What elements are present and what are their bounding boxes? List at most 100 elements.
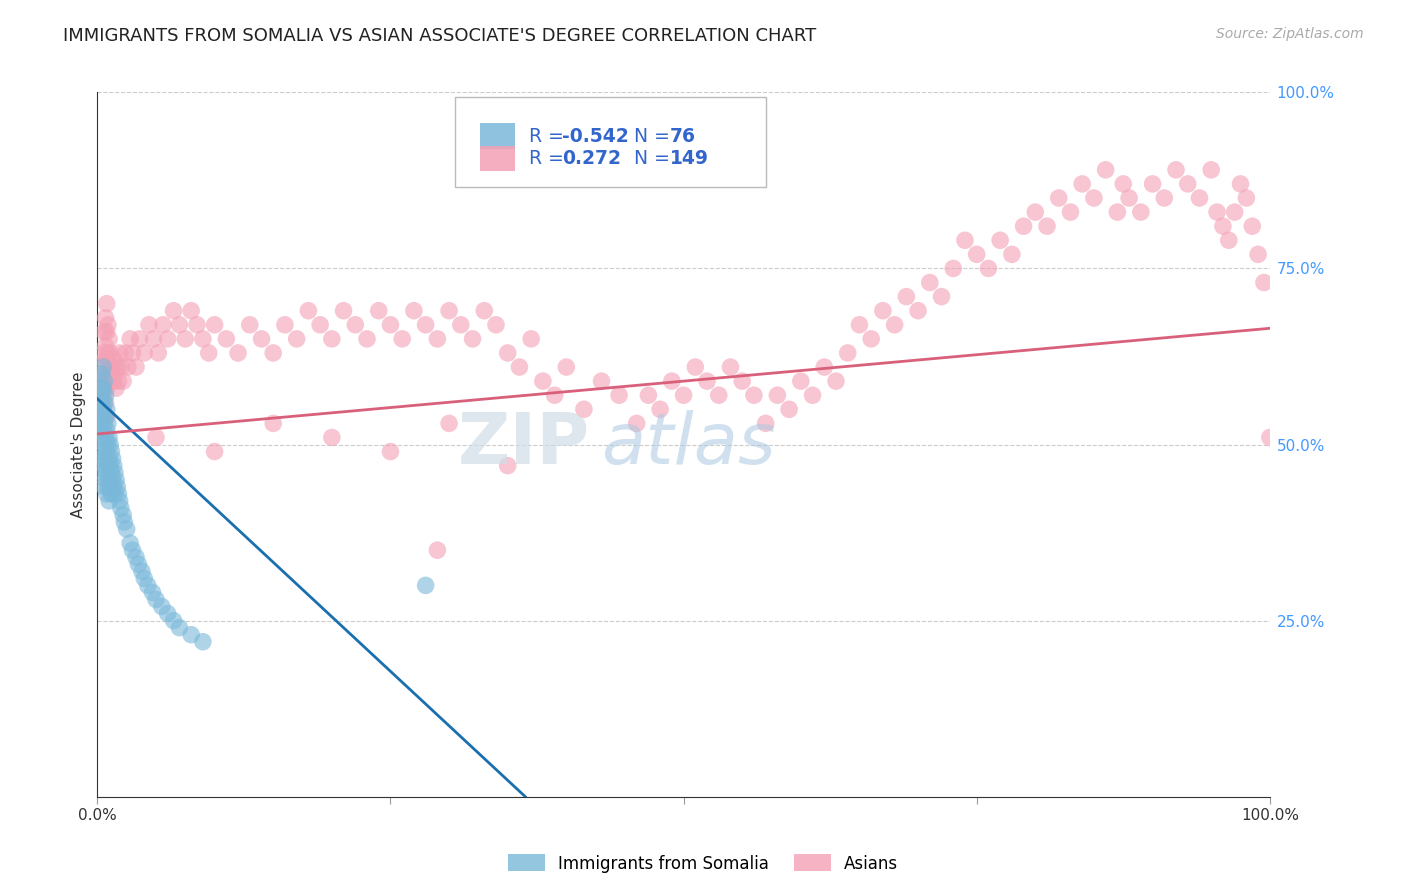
Point [543, 388, 565, 402]
Point [94, 310, 117, 325]
Point [988, 233, 1011, 247]
Point [825, 374, 848, 388]
Point [1118, 191, 1140, 205]
Point [1164, 162, 1187, 177]
Point [790, 374, 813, 388]
Point [101, 473, 124, 487]
Point [685, 359, 707, 374]
Point [103, 458, 125, 473]
Point [169, 621, 191, 635]
Point [156, 332, 179, 346]
Point [94, 430, 117, 444]
Point [1188, 191, 1211, 205]
Point [637, 388, 659, 402]
Point [191, 634, 214, 648]
Point [97, 318, 120, 332]
Point [696, 374, 718, 388]
Point [96, 466, 118, 480]
Point [104, 367, 127, 381]
Point [1241, 219, 1264, 234]
Point [97, 346, 120, 360]
Text: -0.542: -0.542 [561, 127, 628, 145]
Point [607, 388, 630, 402]
Point [426, 332, 449, 346]
Text: 76: 76 [669, 127, 696, 145]
Point [98, 451, 121, 466]
Point [114, 346, 136, 360]
Point [860, 332, 883, 346]
Point [104, 466, 127, 480]
Point [96, 402, 118, 417]
Point [766, 388, 789, 402]
Point [344, 318, 367, 332]
Point [1212, 219, 1234, 234]
Point [107, 374, 129, 388]
Point [100, 359, 122, 374]
Point [97, 417, 120, 431]
FancyBboxPatch shape [479, 123, 515, 149]
Point [1253, 276, 1275, 290]
Point [93, 417, 115, 431]
Point [391, 332, 413, 346]
Point [162, 614, 184, 628]
Point [1071, 177, 1094, 191]
Point [98, 346, 121, 360]
Point [742, 388, 765, 402]
Point [1001, 247, 1024, 261]
Point [150, 599, 173, 614]
Point [156, 607, 179, 621]
Point [1059, 205, 1081, 219]
Point [437, 417, 460, 431]
Point [239, 318, 262, 332]
Point [262, 417, 284, 431]
Point [661, 374, 683, 388]
Point [953, 233, 976, 247]
Point [91, 402, 114, 417]
Point [1218, 233, 1240, 247]
Point [127, 558, 149, 572]
Point [91, 395, 114, 409]
Point [96, 487, 118, 501]
Point [93, 395, 115, 409]
Point [134, 571, 156, 585]
Point [91, 388, 114, 402]
Point [97, 437, 120, 451]
Point [1177, 177, 1199, 191]
Point [98, 332, 121, 346]
Point [977, 261, 1000, 276]
Point [555, 359, 578, 374]
Point [94, 339, 117, 353]
Point [94, 451, 117, 466]
Point [131, 564, 153, 578]
Point [105, 473, 128, 487]
Point [91, 374, 114, 388]
Point [94, 473, 117, 487]
Point [103, 353, 125, 368]
Point [966, 247, 988, 261]
Point [100, 487, 122, 501]
Point [107, 487, 129, 501]
Point [93, 374, 115, 388]
Point [415, 578, 437, 592]
Legend: Immigrants from Somalia, Asians: Immigrants from Somalia, Asians [502, 847, 904, 880]
Point [94, 395, 117, 409]
Point [98, 494, 121, 508]
Point [496, 346, 519, 360]
Point [145, 592, 167, 607]
Point [942, 261, 965, 276]
Point [98, 430, 121, 444]
Point [707, 388, 730, 402]
Point [1024, 205, 1046, 219]
Point [755, 417, 778, 431]
Point [112, 515, 135, 529]
Point [169, 318, 191, 332]
Point [883, 318, 905, 332]
Point [98, 473, 121, 487]
FancyBboxPatch shape [479, 146, 515, 171]
Point [931, 290, 953, 304]
Point [117, 359, 139, 374]
Point [112, 374, 135, 388]
Point [848, 318, 870, 332]
Point [93, 381, 115, 395]
Text: N =: N = [634, 149, 676, 168]
